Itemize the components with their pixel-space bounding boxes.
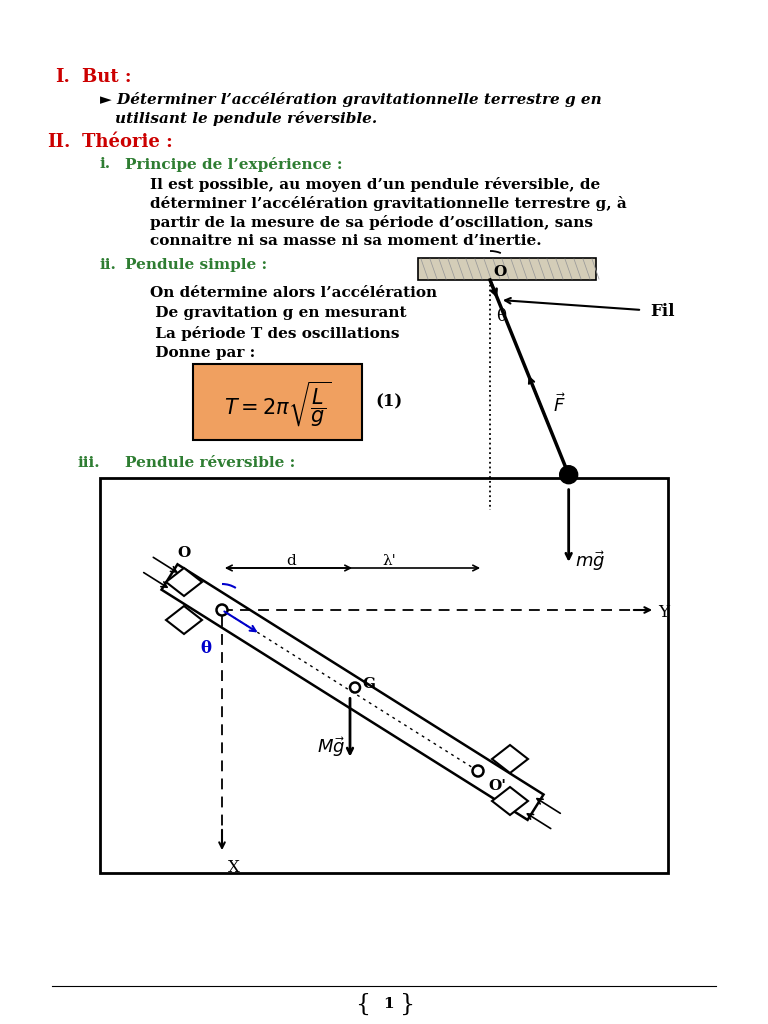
Text: O: O (493, 265, 506, 279)
Text: $T = 2\pi\sqrt{\dfrac{L}{g}}$: $T = 2\pi\sqrt{\dfrac{L}{g}}$ (224, 379, 331, 429)
Text: 1: 1 (383, 997, 394, 1011)
FancyBboxPatch shape (193, 364, 362, 440)
Text: }: } (400, 993, 415, 1016)
Text: O': O' (488, 779, 506, 793)
Bar (418, 258, 596, 280)
Text: Fil: Fil (650, 303, 674, 319)
Text: But :: But : (82, 68, 131, 86)
Circle shape (560, 466, 578, 483)
Text: $M\vec{g}$: $M\vec{g}$ (317, 735, 346, 760)
Polygon shape (492, 787, 528, 815)
Text: $\vec{F}$: $\vec{F}$ (553, 393, 565, 416)
Text: θ: θ (200, 640, 211, 657)
Text: Pendule réversible :: Pendule réversible : (125, 456, 295, 470)
Text: I.: I. (55, 68, 70, 86)
Text: déterminer l’accélération gravitationnelle terrestre g, à: déterminer l’accélération gravitationnel… (150, 196, 627, 211)
Text: Principe de l’expérience :: Principe de l’expérience : (125, 157, 343, 172)
Polygon shape (492, 745, 528, 773)
Text: partir de la mesure de sa période d’oscillation, sans: partir de la mesure de sa période d’osci… (150, 215, 593, 230)
Text: Y: Y (658, 604, 669, 621)
Text: Donne par :: Donne par : (150, 346, 255, 360)
Text: connaitre ni sa masse ni sa moment d’inertie.: connaitre ni sa masse ni sa moment d’ine… (150, 234, 541, 248)
Text: d: d (286, 554, 296, 568)
Text: λ': λ' (382, 554, 396, 568)
Text: {: { (355, 993, 370, 1016)
Text: X: X (228, 859, 240, 876)
Text: $m\vec{g}$: $m\vec{g}$ (574, 549, 605, 572)
Text: θ: θ (496, 308, 506, 325)
Text: On détermine alors l’accélération: On détermine alors l’accélération (150, 286, 437, 300)
Polygon shape (161, 564, 544, 820)
Text: O: O (177, 546, 190, 560)
Text: De gravitation g en mesurant: De gravitation g en mesurant (150, 306, 406, 319)
Text: G: G (362, 678, 375, 691)
Text: iii.: iii. (78, 456, 101, 470)
Text: i.: i. (100, 157, 111, 171)
Circle shape (472, 766, 484, 776)
Polygon shape (166, 606, 202, 634)
Text: utilisant le pendule réversible.: utilisant le pendule réversible. (115, 111, 377, 126)
Text: La période T des oscillations: La période T des oscillations (150, 326, 399, 341)
Text: ► Déterminer l’accélération gravitationnelle terrestre g en: ► Déterminer l’accélération gravitationn… (100, 92, 602, 106)
Text: II.: II. (47, 133, 71, 151)
Polygon shape (166, 568, 202, 596)
Text: ii.: ii. (100, 258, 117, 272)
Text: (1): (1) (375, 393, 402, 411)
Circle shape (350, 683, 360, 692)
Text: Il est possible, au moyen d’un pendule réversible, de: Il est possible, au moyen d’un pendule r… (150, 177, 601, 193)
Bar (100, 478, 668, 873)
Text: Pendule simple :: Pendule simple : (125, 258, 267, 272)
Circle shape (217, 604, 227, 615)
Text: Théorie :: Théorie : (82, 133, 173, 151)
